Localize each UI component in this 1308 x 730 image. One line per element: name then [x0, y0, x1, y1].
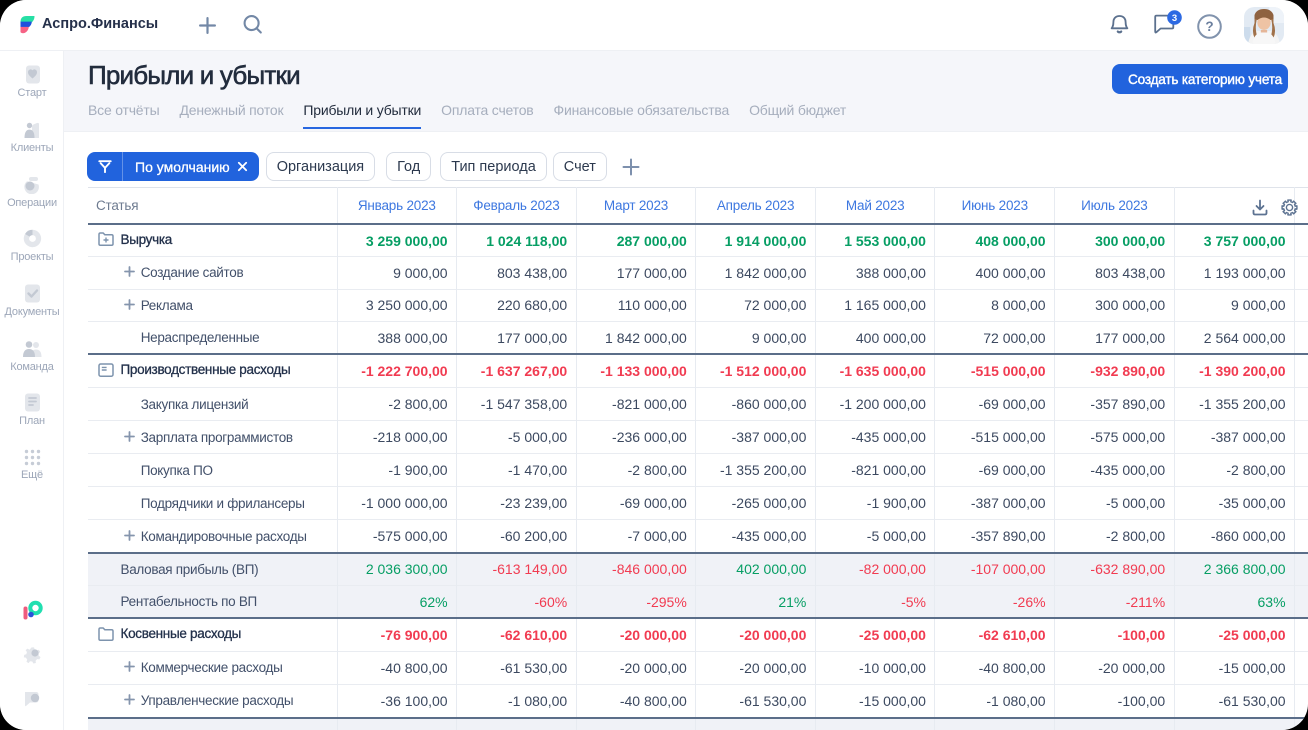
- svg-text:3: 3: [1172, 13, 1177, 24]
- svg-text:?: ?: [1205, 19, 1213, 34]
